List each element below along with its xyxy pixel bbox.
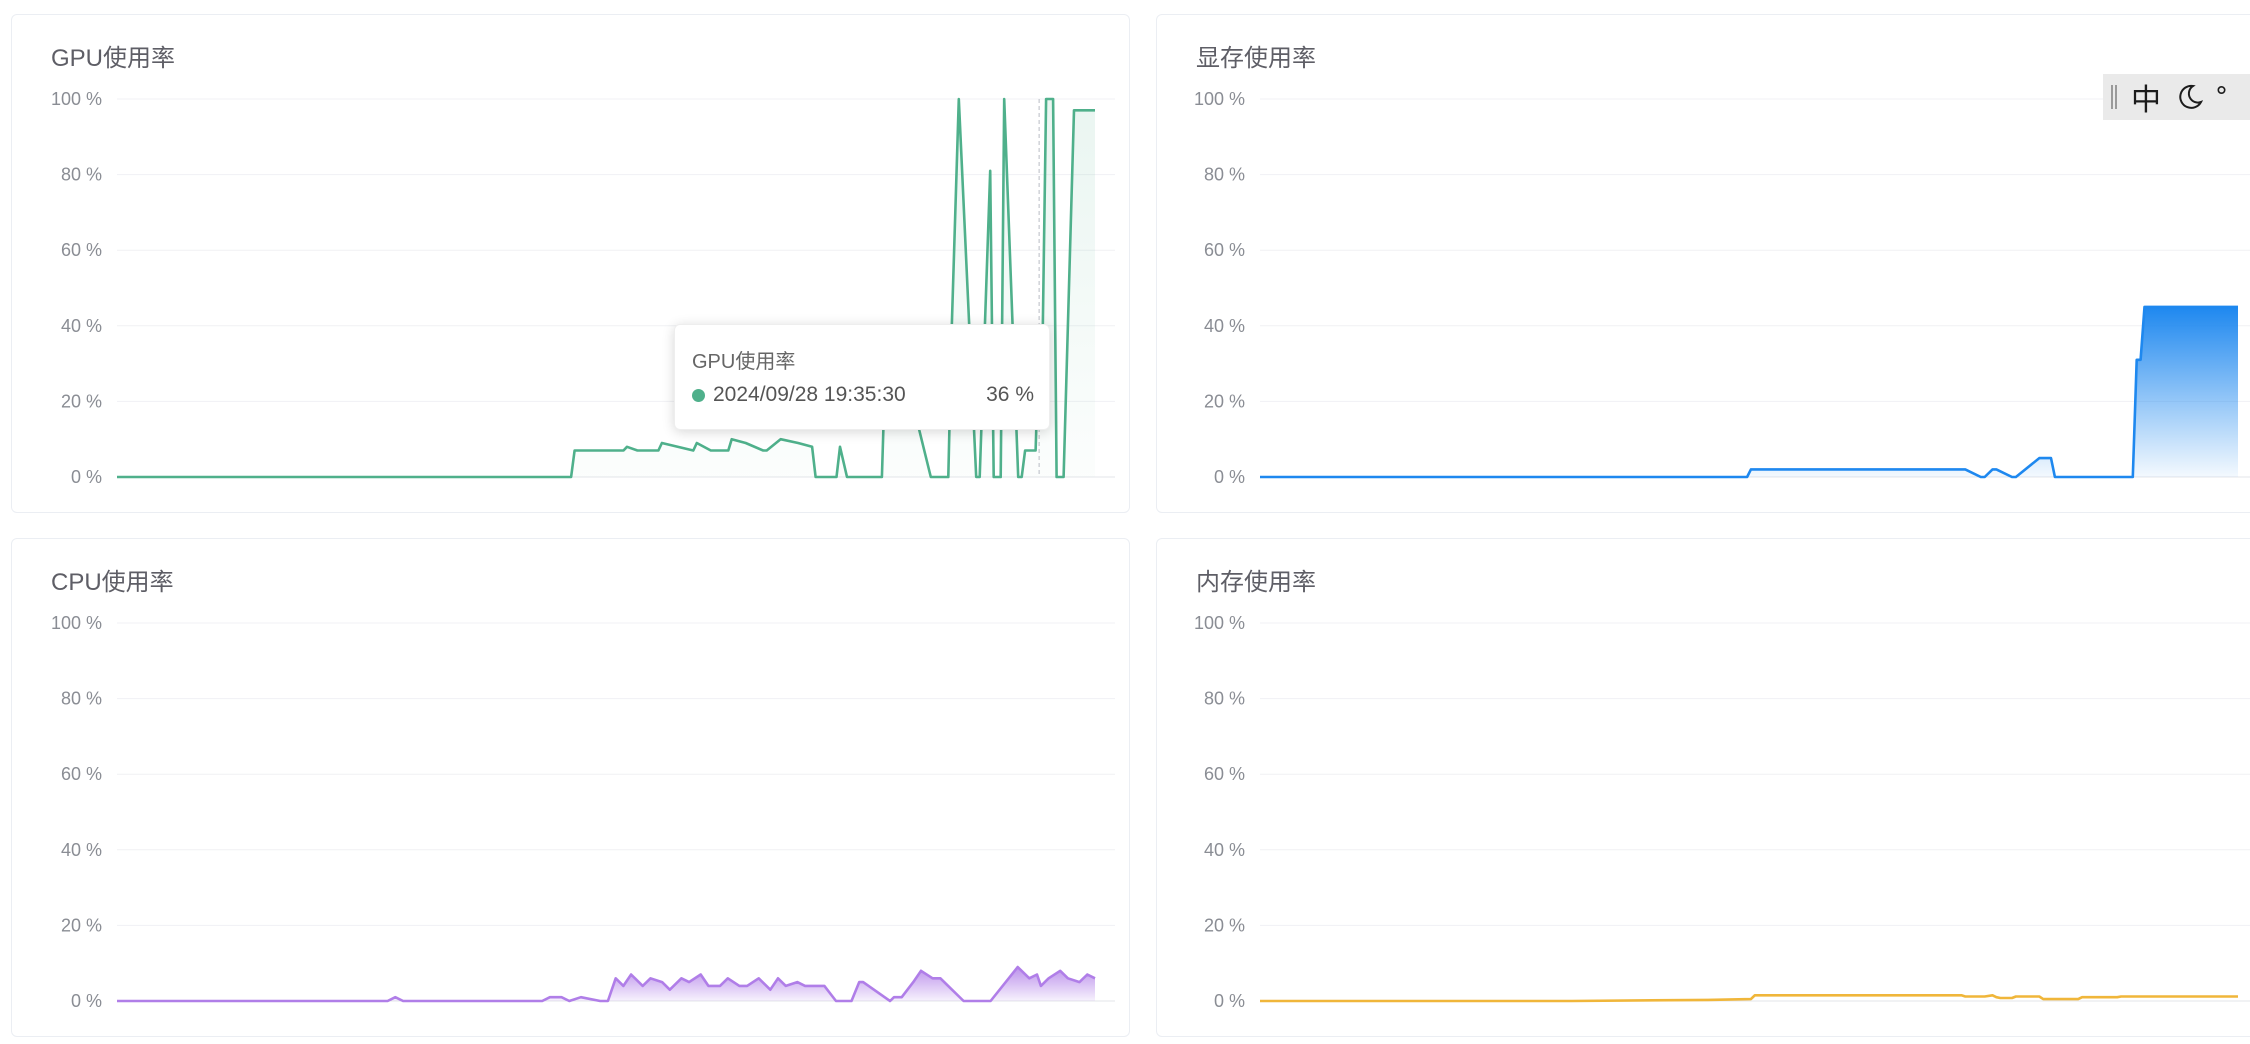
tooltip-series-dot <box>692 389 705 402</box>
series-line <box>117 965 1096 1003</box>
y-tick-label: 0 % <box>1214 991 1245 1011</box>
y-tick-label: 80 % <box>61 165 102 185</box>
ime-mode-toggle[interactable]: 中 <box>2131 83 2161 118</box>
panel-title: GPU使用率 <box>51 45 176 72</box>
y-tick-label: 40 % <box>1204 316 1245 336</box>
y-tick-label: 80 % <box>1204 689 1245 709</box>
y-tick-label: 100 % <box>1194 89 1245 109</box>
vram-usage-chart[interactable]: 0 % 20 % 40 % 60 % 80 % 100 % <box>1157 15 2250 514</box>
y-tick-label: 80 % <box>61 689 102 709</box>
series-line <box>1260 994 2238 1003</box>
y-tick-label: 100 % <box>51 613 102 633</box>
series-line <box>117 97 1095 479</box>
y-tick-label: 40 % <box>61 840 102 860</box>
cpu-usage-panel: CPU使用率 0 % 20 % 40 % 60 % 80 % 100 % <box>11 538 1130 1037</box>
y-tick-label: 20 % <box>61 915 102 935</box>
y-tick-label: 100 % <box>1194 613 1245 633</box>
y-tick-label: 60 % <box>1204 764 1245 784</box>
tooltip-series-name: GPU使用率 <box>692 351 796 373</box>
panel-title: 显存使用率 <box>1196 45 1316 72</box>
gpu-usage-chart[interactable]: 0 % 20 % 40 % 60 % 80 % 100 % <box>12 15 1131 514</box>
y-tick-label: 20 % <box>61 391 102 411</box>
series-area <box>1260 306 2238 477</box>
gpu-usage-panel: GPU使用率 0 % 20 % 40 % 60 % 80 % 100 % GPU使用率 2… <box>11 14 1130 513</box>
y-tick-label: 0 % <box>71 467 102 487</box>
series-line <box>1260 305 2238 479</box>
y-tick-label: 20 % <box>1204 915 1245 935</box>
punctuation-mode-toggle[interactable]: ° <box>2215 82 2228 112</box>
ime-toolbar[interactable]: 中 ° <box>2103 74 2250 120</box>
chart-tooltip: GPU使用率 2024/09/28 19:35:30 36 % <box>674 324 1050 430</box>
tooltip-value: 36 % <box>986 383 1034 406</box>
panel-title: CPU使用率 <box>51 569 174 596</box>
y-tick-label: 0 % <box>1214 467 1245 487</box>
vram-usage-panel: 显存使用率 0 % 20 % 40 % 60 % 80 % 100 % <box>1156 14 2250 513</box>
memory-usage-chart[interactable]: 0 % 20 % 40 % 60 % 80 % 100 % <box>1157 539 2250 1038</box>
moon-icon[interactable] <box>2175 82 2205 112</box>
y-tick-label: 40 % <box>1204 840 1245 860</box>
y-tick-label: 60 % <box>61 764 102 784</box>
panel-title: 内存使用率 <box>1196 569 1316 596</box>
tooltip-timestamp: 2024/09/28 19:35:30 <box>713 383 906 406</box>
y-tick-label: 80 % <box>1204 165 1245 185</box>
memory-usage-panel: 内存使用率 0 % 20 % 40 % 60 % 80 % 100 % <box>1156 538 2250 1037</box>
cpu-usage-chart[interactable]: 0 % 20 % 40 % 60 % 80 % 100 % <box>12 539 1131 1038</box>
drag-handle-icon[interactable] <box>2111 85 2117 109</box>
y-tick-label: 40 % <box>61 316 102 336</box>
y-tick-label: 60 % <box>61 240 102 260</box>
y-tick-label: 20 % <box>1204 391 1245 411</box>
y-tick-label: 60 % <box>1204 240 1245 260</box>
series-area <box>117 967 1095 1001</box>
y-tick-label: 100 % <box>51 89 102 109</box>
y-tick-label: 0 % <box>71 991 102 1011</box>
